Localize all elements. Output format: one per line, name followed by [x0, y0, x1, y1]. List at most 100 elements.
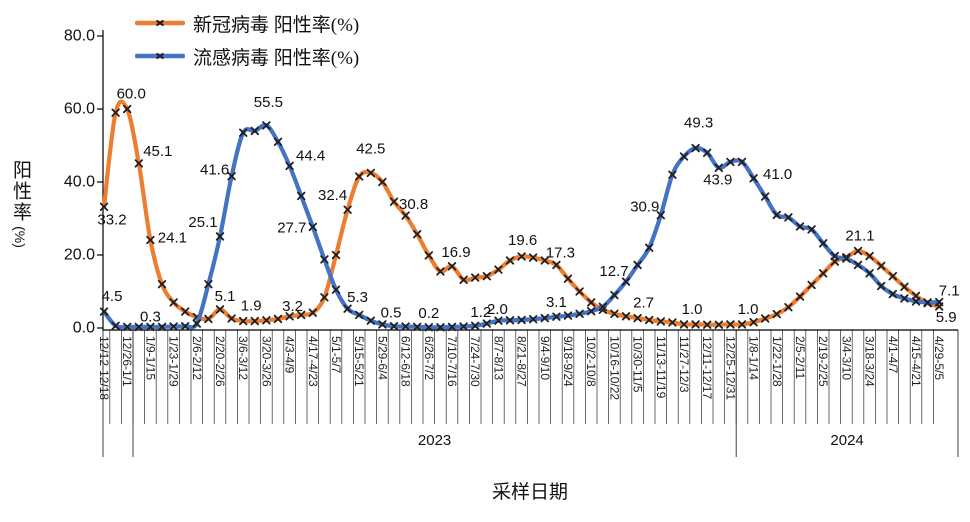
y-axis-ticks: 80.0 60.0 40.0 20.0 0.0 [64, 28, 103, 337]
data-label: 41.6 [200, 162, 229, 179]
x-marker-icon [923, 298, 932, 307]
x-marker-icon [494, 316, 503, 325]
data-label: 2.0 [487, 301, 508, 318]
x-marker-icon [865, 269, 874, 278]
x-marker-icon [877, 281, 886, 291]
x-marker-icon [517, 252, 526, 261]
x-marker-icon [482, 272, 491, 281]
data-label: 19.6 [508, 232, 537, 249]
x-tick-label: 12/25-12/31 [723, 336, 737, 400]
data-label: 30.8 [399, 196, 428, 213]
x-marker-icon [645, 315, 654, 325]
x-tick-label: 8/21-8/27 [515, 336, 529, 387]
x-marker-icon [155, 52, 165, 60]
x-marker-icon [877, 261, 886, 271]
x-marker-icon [900, 294, 909, 303]
x-marker-icon [181, 307, 190, 316]
x-marker-icon [424, 323, 433, 332]
data-label: 5.9 [936, 309, 957, 326]
x-marker-icon [830, 251, 839, 261]
x-marker-icon [784, 303, 793, 312]
x-tick-label: 7/24-7/30 [468, 336, 482, 387]
x-marker-icon [204, 314, 213, 324]
x-marker-icon [389, 322, 399, 331]
x-marker-icon [471, 273, 480, 282]
x-tick-label: 5/15-5/21 [352, 336, 366, 387]
x-marker-icon [424, 251, 433, 260]
y-axis-title: 阳性率 (%) [8, 160, 32, 248]
x-tick-label: 6/12-6/18 [399, 336, 413, 387]
x-marker-icon [784, 213, 793, 222]
year-axis: 2023 2024 [102, 330, 959, 457]
x-marker-icon [714, 163, 723, 172]
data-label: 43.9 [703, 171, 732, 188]
x-marker-icon [610, 290, 619, 300]
x-marker-icon [99, 307, 109, 316]
x-marker-icon [888, 272, 897, 281]
x-marker-icon [297, 191, 306, 201]
x-marker-icon [413, 230, 422, 239]
x-marker-icon [297, 310, 306, 320]
y-tick-label: 20.0 [64, 247, 95, 264]
x-marker-icon [459, 322, 468, 331]
x-marker-icon [482, 319, 491, 328]
x-tick-label: 3/6-3/12 [236, 336, 250, 380]
data-label: 1.0 [682, 301, 703, 318]
year-label: 2024 [830, 432, 863, 449]
x-marker-icon [621, 277, 631, 286]
data-label: 12.7 [599, 263, 628, 280]
x-marker-icon [146, 235, 155, 245]
x-marker-icon [807, 225, 816, 234]
x-marker-icon [540, 313, 549, 323]
x-marker-icon [343, 304, 352, 313]
x-marker-icon [320, 293, 329, 302]
x-marker-icon [111, 108, 120, 117]
x-marker-icon [123, 104, 132, 114]
x-marker-icon [737, 157, 747, 167]
x-marker-icon [587, 307, 596, 316]
x-marker-icon [563, 311, 573, 320]
x-tick-label: 4/3-4/9 [283, 336, 297, 374]
data-label: 32.4 [318, 187, 347, 204]
x-tick-label: 2/5-2/11 [793, 336, 807, 379]
x-marker-icon [900, 282, 909, 291]
x-axis-labels: 12/12-12/18 12/26-1/1 1/9-1/15 1/23-1/29 2/6… [97, 336, 946, 400]
x-marker-icon [505, 256, 515, 265]
x-marker-icon [761, 192, 770, 201]
x-marker-icon [273, 314, 283, 324]
data-label: 5.3 [347, 289, 368, 306]
data-label: 42.5 [356, 140, 385, 157]
x-tick-label: 10/16-10/22 [607, 336, 621, 400]
x-marker-icon [668, 318, 677, 327]
flu-line-marker-icon [135, 52, 185, 60]
x-marker-icon [378, 320, 387, 329]
data-label: 16.9 [441, 244, 470, 261]
x-marker-icon [552, 260, 561, 270]
data-label: 0.3 [140, 308, 161, 325]
x-marker-icon [157, 280, 167, 289]
x-marker-icon [239, 128, 248, 137]
data-label: 45.1 [143, 143, 172, 160]
x-marker-icon [552, 312, 561, 321]
x-marker-icon [645, 243, 654, 252]
x-marker-icon [181, 322, 190, 331]
x-tick-label: 4/1-4/7 [886, 336, 900, 374]
x-marker-icon [204, 280, 213, 289]
x-marker-icon [285, 161, 294, 171]
x-marker-icon [389, 197, 399, 206]
x-marker-icon [529, 315, 538, 324]
data-label: 33.2 [97, 211, 126, 228]
x-marker-icon [656, 211, 665, 220]
x-marker-icon [888, 289, 897, 299]
y-axis-title-unit: (%) [12, 226, 28, 248]
x-marker-icon [807, 280, 816, 290]
x-marker-icon [540, 256, 549, 265]
x-marker-icon [703, 148, 712, 157]
x-marker-icon [447, 322, 457, 332]
x-tick-label: 8/7-8/13 [491, 336, 505, 380]
x-marker-icon [355, 310, 364, 320]
x-tick-label: 1/22-1/28 [770, 336, 784, 387]
x-tick-label: 1/23-1/29 [167, 336, 181, 387]
